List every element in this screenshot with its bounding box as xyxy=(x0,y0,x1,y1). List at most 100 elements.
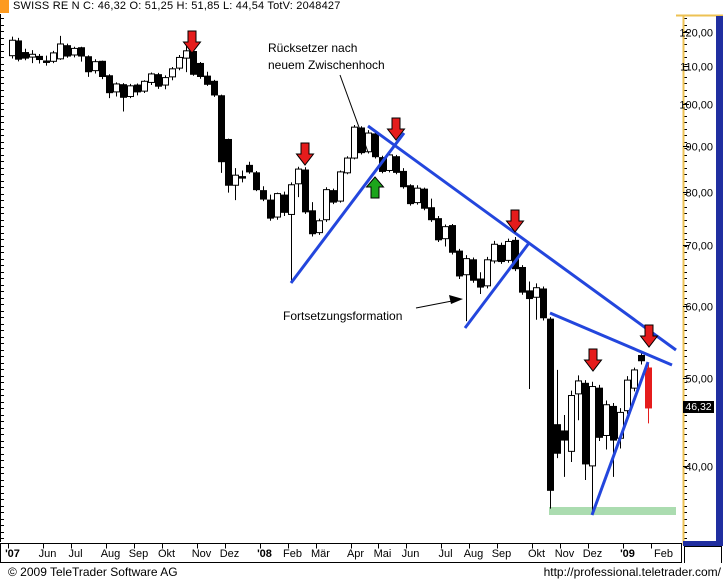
price-axis-area[interactable] xyxy=(683,16,715,540)
candle-body xyxy=(470,259,477,281)
month-label: Aug xyxy=(101,548,121,560)
month-label: Jul xyxy=(68,548,82,560)
candle-body xyxy=(302,169,309,213)
candle-body xyxy=(337,171,344,202)
last-price-badge: 46,32 xyxy=(683,401,714,413)
candle-body xyxy=(64,45,71,57)
annotation-continuation: Fortsetzungsformation xyxy=(283,309,403,323)
copyright-text: © 2009 TeleTrader Software AG xyxy=(8,565,178,579)
trend-line-wedge-rising-lower xyxy=(590,361,650,516)
candle-body xyxy=(351,126,358,159)
time-axis-area[interactable] xyxy=(1,543,681,562)
candle-body xyxy=(267,199,274,219)
candle-body xyxy=(253,172,260,191)
symbol-title-bar: SWISS RE N C: 46,32 O: 51,25 H: 51,85 L:… xyxy=(0,0,723,13)
month-label: Jul xyxy=(438,548,452,560)
candle-body xyxy=(218,95,225,163)
candle-body xyxy=(526,290,533,300)
candle-body xyxy=(463,258,470,276)
candle-body xyxy=(435,218,442,241)
candle-body xyxy=(169,68,176,78)
candle-body xyxy=(113,83,120,93)
candle-body xyxy=(421,188,428,209)
month-label: Mai xyxy=(374,548,392,560)
candle-body xyxy=(456,250,463,277)
candle-body xyxy=(547,318,554,491)
status-url-link[interactable]: http://professional.teletrader.com/ xyxy=(543,565,721,579)
month-label: Feb xyxy=(283,548,302,560)
candle-body xyxy=(330,190,337,203)
red-down-arrow xyxy=(583,348,603,372)
time-axis-layer: '07 Jun Jul Aug Sep Okt Nov Dez '08 Feb Mär Apr Mai J… xyxy=(5,544,673,560)
red-down-arrow xyxy=(295,142,315,166)
month-label: '09 xyxy=(620,548,635,560)
leader-line-continuation xyxy=(415,300,453,309)
candle-body xyxy=(624,379,631,412)
candle-body xyxy=(288,184,295,215)
candle-body xyxy=(309,210,316,235)
candle-body xyxy=(92,61,99,72)
candle-body xyxy=(141,80,148,92)
candle-body xyxy=(120,84,127,98)
candle-body xyxy=(85,56,92,73)
candle-body xyxy=(71,47,78,56)
red-down-arrow xyxy=(386,117,406,141)
price-tick-label: 80,00 xyxy=(685,188,713,200)
candle-body xyxy=(295,168,302,185)
candle-body xyxy=(365,132,372,153)
candle-body xyxy=(386,154,393,171)
axis-corner-box xyxy=(684,546,722,565)
plot-area[interactable] xyxy=(2,14,681,541)
candle-body xyxy=(323,189,330,221)
annotation-pullback-line1: Rücksetzer nach xyxy=(268,41,358,55)
candle-body xyxy=(449,225,456,253)
leader-lines-layer xyxy=(339,74,463,309)
month-label: Dez xyxy=(220,548,240,560)
month-label: Aug xyxy=(464,548,484,560)
candle-body xyxy=(281,194,288,213)
candle-body xyxy=(15,40,22,60)
red-down-arrow xyxy=(639,324,659,348)
candle-body xyxy=(127,85,134,98)
candle-body xyxy=(162,77,169,86)
candle-body xyxy=(197,62,204,77)
candle-body xyxy=(477,278,484,288)
candle-body xyxy=(211,80,218,96)
month-label: Apr xyxy=(347,548,364,560)
candle-body xyxy=(239,176,246,179)
support-zone-layer xyxy=(549,507,676,515)
symbol-quote-text: SWISS RE N C: 46,32 O: 51,25 H: 51,85 L:… xyxy=(13,0,341,12)
candle-body xyxy=(204,75,211,85)
month-label: Jun xyxy=(402,548,420,560)
month-label: Dez xyxy=(583,548,603,560)
candle-body xyxy=(484,259,491,287)
symbol-accent-marker xyxy=(0,0,9,13)
candle-body xyxy=(246,164,253,173)
candle-body xyxy=(148,73,155,83)
trend-line-wedge-falling-upper xyxy=(549,311,673,367)
candle-body xyxy=(176,56,183,69)
red-down-arrow xyxy=(182,30,202,54)
candle-body xyxy=(106,75,113,94)
candle-body xyxy=(134,84,141,93)
candle-body xyxy=(50,52,57,62)
time-axis-box xyxy=(0,543,682,563)
frame-layer xyxy=(0,0,723,565)
month-label: Nov xyxy=(192,548,212,560)
candle-body xyxy=(22,52,29,59)
trend-line-triangle1-rising-support xyxy=(289,132,406,284)
red-down-arrow xyxy=(505,209,525,233)
candle-body xyxy=(491,243,498,262)
candle-body xyxy=(99,60,106,77)
candle-body xyxy=(554,424,561,454)
candle-body xyxy=(610,405,617,441)
candle-body xyxy=(428,207,435,221)
green-up-arrow xyxy=(365,176,385,199)
candle-body xyxy=(561,430,568,441)
candle-body xyxy=(43,60,50,63)
month-label: Sep xyxy=(492,548,512,560)
price-tick-label: 60,00 xyxy=(685,302,713,314)
candle-body xyxy=(645,367,652,409)
trend-line-long-falling-resistance xyxy=(367,124,677,352)
